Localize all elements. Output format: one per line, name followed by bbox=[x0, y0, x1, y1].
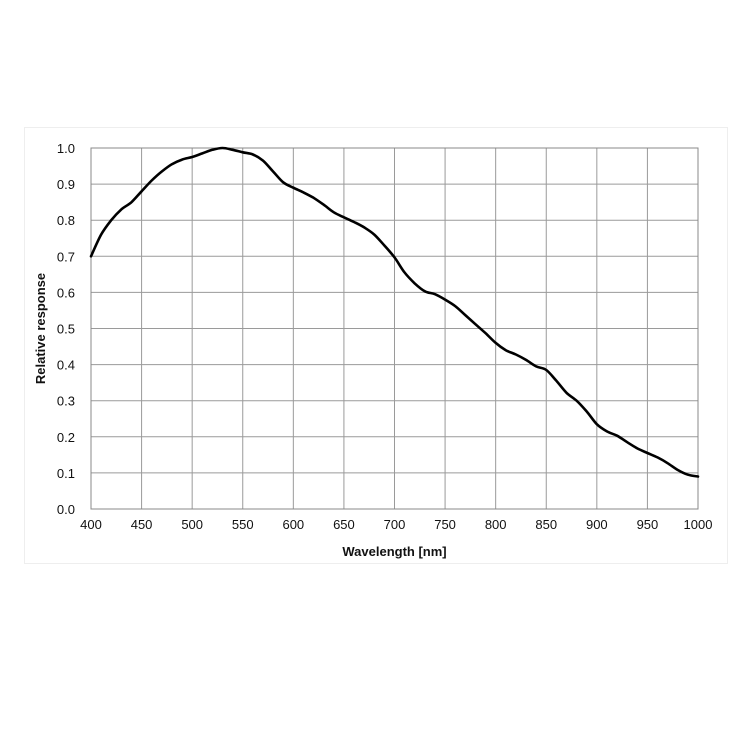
x-tick-label: 1000 bbox=[684, 517, 713, 532]
y-tick-label: 0.4 bbox=[57, 358, 75, 373]
x-tick-label: 700 bbox=[384, 517, 406, 532]
x-tick-label: 450 bbox=[131, 517, 153, 532]
x-tick-label: 500 bbox=[181, 517, 203, 532]
plot-area-border bbox=[90, 147, 699, 510]
y-tick-label: 0.2 bbox=[57, 430, 75, 445]
x-tick-label: 750 bbox=[434, 517, 456, 532]
y-tick-label: 0.1 bbox=[57, 466, 75, 481]
y-tick-label: 0.8 bbox=[57, 213, 75, 228]
y-tick-label: 0.6 bbox=[57, 285, 75, 300]
x-tick-label: 850 bbox=[535, 517, 557, 532]
x-tick-label: 650 bbox=[333, 517, 355, 532]
y-tick-label: 0.3 bbox=[57, 394, 75, 409]
x-tick-label: 600 bbox=[282, 517, 304, 532]
tick-labels: 400 450 500 550 600 650 700 750 800 850 900 950 1000… bbox=[57, 141, 713, 532]
x-tick-label: 800 bbox=[485, 517, 507, 532]
y-axis-title: Relative response bbox=[33, 273, 48, 384]
x-tick-label: 950 bbox=[637, 517, 659, 532]
series-line-response bbox=[89, 146, 700, 478]
y-tick-label: 0.7 bbox=[57, 249, 75, 264]
x-tick-label: 550 bbox=[232, 517, 254, 532]
y-tick-label: 1.0 bbox=[57, 141, 75, 156]
x-tick-label: 900 bbox=[586, 517, 608, 532]
y-tick-label: 0.9 bbox=[57, 177, 75, 192]
y-tick-label: 0.5 bbox=[57, 322, 75, 337]
x-axis-title: Wavelength [nm] bbox=[342, 544, 446, 559]
grid-lines bbox=[90, 147, 699, 510]
y-tick-label: 0.0 bbox=[57, 502, 75, 517]
x-tick-label: 400 bbox=[80, 517, 102, 532]
